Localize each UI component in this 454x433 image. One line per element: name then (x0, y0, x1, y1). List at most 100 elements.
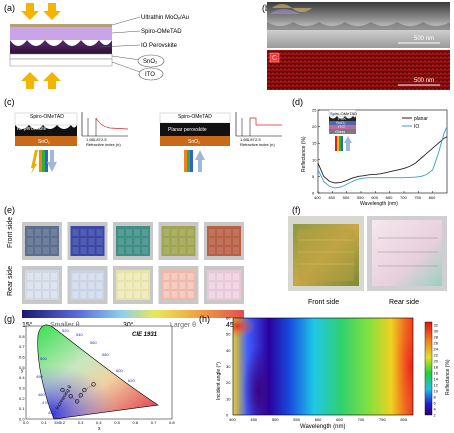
rear-side-photo (367, 216, 447, 291)
front-sample-cell (142, 238, 148, 245)
colorbar-tick-label: 26 (434, 340, 439, 345)
tick-1-65: 1.65 (86, 137, 95, 142)
front-sample-cell (43, 229, 49, 236)
wavelength-label: 470 (42, 400, 49, 405)
y-tick-label: 50 (226, 332, 231, 337)
panel-label-a: (a) (4, 3, 15, 13)
y-tick-label: 40 (226, 348, 231, 353)
x-axis-label: Wavelength (nm) (360, 201, 398, 207)
rear-sample-cell (35, 273, 41, 280)
x-tick-label: 500 (343, 195, 350, 200)
moox-layer (10, 24, 112, 27)
rear-sample-cell (134, 282, 140, 289)
rear-sample-cell (134, 273, 140, 280)
wavelength-label: 450 (48, 410, 55, 415)
arrow-down-icon (21, 3, 39, 20)
front-sample-cell (225, 247, 231, 254)
inset-layer-spiro: Spiro-OMeTAD (330, 111, 357, 116)
rear-sample-cell (163, 282, 170, 289)
y-tick-label: 15 (312, 141, 317, 146)
rear-sample-cell (233, 282, 239, 289)
refractive-axis-label-right: Refractive index (n) (240, 142, 275, 147)
x-tick-label: 0.4 (96, 420, 102, 425)
planar-device-schematic: Spiro-OMeTAD Planar perovskite SnO₂ (159, 112, 231, 172)
left-bottom-layer-label: SnO₂ (38, 139, 50, 145)
front-sample-cell (163, 247, 170, 254)
rear-sample-cell (142, 282, 148, 289)
x-tick-label: 650 (336, 417, 343, 422)
color-point (60, 387, 65, 393)
front-sample-cell (35, 247, 41, 254)
panel-b: (b) 500 nm C 500 nm (262, 2, 450, 90)
front-sample-cell (88, 229, 95, 236)
inset-layer-glass: Glass (335, 129, 345, 134)
front-sample-cell (27, 247, 33, 254)
rear-sample-cell (142, 273, 148, 280)
x-tick-label: 0.1 (41, 420, 47, 425)
front-sample-cell (217, 229, 223, 236)
y-tick-label: 0.6 (19, 355, 25, 360)
rear-sample-cell (217, 273, 223, 280)
rear-sample-tile (70, 270, 105, 300)
series-line-io (317, 126, 448, 189)
front-sample-cell (96, 238, 103, 245)
panel-c: (c) Spiro-OMeTAD IO perovskite SnO₂ 1.65 (4, 97, 282, 174)
rear-sample-cell (96, 291, 103, 298)
rear-sample-cell (126, 282, 132, 289)
angle-color-bar: 15° Smaller θ 30° Larger θ 45° (22, 310, 244, 329)
inset-layer-sno2: SnO₂ (336, 120, 346, 125)
angle-end-label: 45° (226, 321, 237, 329)
layer-label-spiro: Spiro-OMeTAD (141, 29, 182, 35)
front-sample-cell (126, 229, 132, 236)
right-mid-layer-label: Planar perovskite (168, 127, 207, 133)
x-tick-label: 600 (315, 417, 322, 422)
y-tick-label: 0.4 (19, 375, 25, 380)
front-sample-tile (116, 226, 150, 256)
x-tick-label: 650 (386, 195, 393, 200)
front-sample-cell (118, 229, 124, 236)
rear-sample-cell (118, 291, 124, 298)
y-tick-label: 60 (226, 316, 231, 321)
x-tick-label: 700 (358, 417, 365, 422)
rear-sample-cell (27, 273, 33, 280)
panel-label-g: (g) (4, 314, 15, 324)
x-tick-label: 800 (400, 417, 407, 422)
wavelength-label: 560 (90, 340, 97, 345)
y-axis-label: Reflectance (%) (301, 136, 307, 172)
front-sample-cell (134, 238, 140, 245)
front-sample-cell (163, 238, 170, 245)
x-tick-label: 400 (314, 195, 321, 200)
front-sample-cell (217, 247, 223, 254)
tick-1-65-right: 1.65 (240, 137, 249, 142)
rear-sample-cell (209, 291, 215, 298)
y-tick-label: 0.8 (19, 334, 25, 339)
rear-sample-cell (35, 282, 41, 289)
color-point (78, 393, 83, 398)
ito-layer (9, 58, 113, 67)
colorbar-tick-label: 14 (434, 376, 439, 381)
x-tick-label: 500 (272, 417, 279, 422)
layer-label-ito: ITO (145, 72, 155, 78)
tick-1-87-right: 1.87 (247, 137, 256, 142)
caption-front-side: Front side (308, 299, 339, 306)
sno2-bubble (137, 54, 165, 68)
front-sample-cell (43, 247, 49, 254)
panel-h: (h) 400 450 500 550 600 650 700 750 800010203040… (199, 314, 451, 430)
x-tick-label: 0.2 (60, 420, 66, 425)
color-point (74, 399, 80, 404)
refractive-axis-label-left: Refractive index (n) (86, 142, 121, 147)
colorbar-tick-label: 28 (434, 334, 439, 339)
eds-carbon-map: C 500 nm (267, 50, 450, 90)
inset-rainbow-arrows (335, 136, 352, 151)
front-sample-cell (51, 229, 57, 236)
colorbar-tick-label: 30 (434, 328, 439, 333)
rear-sample-cell (72, 291, 79, 298)
rear-sample-cell (118, 282, 124, 289)
front-sample-cell (80, 238, 87, 245)
front-sample-cell (35, 229, 41, 236)
front-sample-cell (96, 247, 103, 254)
x-tick-label: 750 (414, 195, 421, 200)
perovskite-layer (10, 40, 112, 54)
wavelength-label: 480 (38, 392, 45, 397)
x-tick-label: 450 (250, 417, 257, 422)
